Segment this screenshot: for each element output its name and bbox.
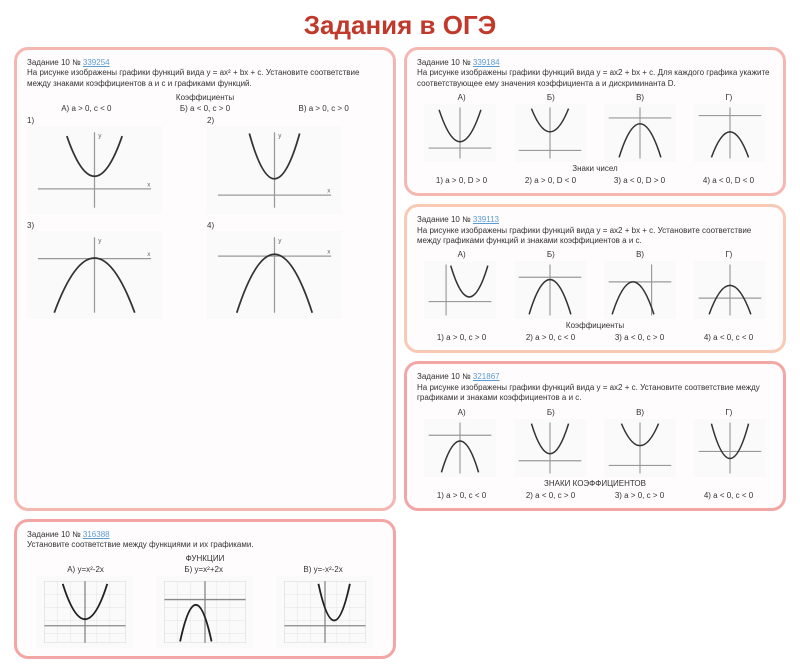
task-link[interactable]: 339254	[83, 58, 110, 67]
svg-text:x: x	[147, 251, 151, 258]
card-316388: Задание 10 № 316388Установите соответств…	[14, 519, 396, 660]
chart-1: xy	[27, 126, 162, 214]
chart-4: xy	[207, 231, 342, 319]
chart-3: xy	[27, 231, 162, 319]
svg-text:y: y	[98, 132, 102, 139]
task-head: Задание 10 № 339254 На рисунке изображен…	[27, 58, 383, 89]
card-321867: Задание 10 № 321867На рисунке изображены…	[404, 361, 786, 510]
svg-text:y: y	[278, 237, 282, 244]
option-labels: А) a > 0, c < 0Б) a < 0, c > 0В) a > 0, …	[27, 104, 383, 113]
svg-text:x: x	[327, 188, 331, 195]
page-title: Задания в ОГЭ	[0, 0, 800, 47]
charts	[27, 576, 383, 648]
task-head: Задание 10 № 339184 На рисунке изображен…	[417, 58, 773, 89]
coef-title: Коэффициенты	[27, 93, 383, 102]
charts	[417, 104, 773, 162]
card-339254: Задание 10 № 339254 На рисунке изображен…	[14, 47, 396, 511]
card-339113: Задание 10 № 339113На рисунке изображены…	[404, 204, 786, 353]
card-339184: Задание 10 № 339184 На рисунке изображен…	[404, 47, 786, 196]
svg-text:x: x	[147, 182, 151, 189]
right-column: Задание 10 № 339184 На рисунке изображен…	[404, 47, 786, 511]
svg-text:y: y	[98, 237, 102, 244]
chart-2: xy	[207, 126, 342, 214]
charts: 1) xy 2) xy 3) xy	[27, 115, 383, 321]
svg-text:x: x	[327, 249, 331, 256]
svg-text:y: y	[278, 132, 282, 139]
content-grid: Задание 10 № 339254 На рисунке изображен…	[0, 47, 800, 669]
